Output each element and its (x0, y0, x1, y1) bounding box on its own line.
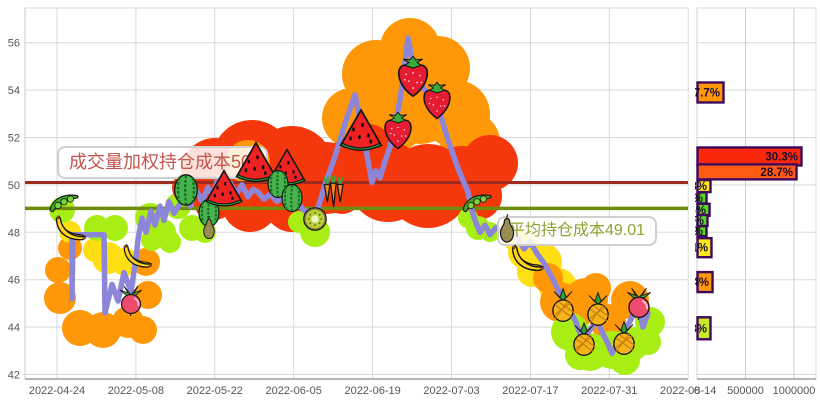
volume-profile-bar (696, 237, 713, 259)
volume-profile-bar-label: 30.3% (765, 151, 798, 163)
volume-bubble (85, 312, 121, 348)
volume-bubble (129, 316, 157, 344)
volume-profile-bar-label: 7.7% (694, 87, 720, 99)
volume-profile-bar-label: 4.1% (682, 243, 708, 255)
y-axis-tick-label: 44 (8, 322, 20, 334)
volume-profile-bar (696, 224, 708, 238)
volume-profile-bar (696, 163, 798, 181)
x-axis-date-label: 2022-07-03 (423, 385, 479, 397)
volume-profile-bar-label: 2.6% (677, 226, 703, 238)
volume-bubble (45, 257, 71, 283)
y-axis-tick-label: 52 (8, 133, 20, 145)
volume-bubble (565, 340, 595, 370)
y-axis-tick-label: 46 (8, 275, 20, 287)
volume-profile-bar-label: 3.8% (681, 181, 707, 193)
volume-bubble (102, 215, 128, 241)
volume-profile-bar (696, 270, 714, 294)
volume-profile-bar-label: 4.4% (683, 277, 709, 289)
volume-bubble (581, 273, 611, 303)
volume-bubble (635, 329, 661, 355)
y-axis-tick-label: 48 (8, 227, 20, 239)
x-axis-date-label: 2022-07-17 (502, 385, 558, 397)
volume-profile-bar-label: 28.7% (760, 167, 793, 179)
volume-profile-bar-label: 2.6% (677, 193, 703, 205)
volume-axis-tick-label: 1000000 (773, 385, 816, 397)
volume-profile-bar-label: 3.8% (681, 323, 707, 335)
y-axis-tick-label: 50 (8, 180, 20, 192)
volume-profile-bars: 7.7%30.3%28.7%3.8%2.6%3.5%2.9%2.6%4.1%4.… (677, 81, 803, 341)
x-axis-date-label: 2022-07-31 (581, 385, 637, 397)
vwap-cost-annotation: 成交量加权持仓成本50. (57, 146, 269, 179)
volume-profile-bar-label: 2.9% (678, 215, 704, 227)
volume-bubbles (44, 18, 665, 375)
volume-profile-bar (696, 81, 725, 104)
x-axis-date-label: 2022-06-05 (266, 385, 322, 397)
x-axis-date-label: 2022-05-08 (108, 385, 164, 397)
axis-labels: 56 54 52 50 48 46 44 42 2022-04-24 2022-05-08 2022… (8, 38, 816, 397)
y-axis-tick-label: 54 (8, 85, 20, 97)
volume-axis-tick-label: 500000 (727, 385, 764, 397)
volume-bubble (159, 231, 181, 253)
volume-profile-bar (696, 316, 712, 341)
x-axis-date-label: 2022-05-22 (187, 385, 243, 397)
volume-profile-bar-label: 3.5% (680, 205, 706, 217)
avg-cost-annotation: 平均持仓成本49.01 (497, 216, 658, 246)
x-axis-date-label: 2022-04-24 (29, 385, 85, 397)
volume-bubble (194, 221, 216, 243)
y-axis-tick-label: 56 (8, 38, 20, 50)
volume-bubble (83, 238, 107, 262)
volume-axis-tick-label: 0 (694, 385, 700, 397)
x-axis-date-label: 2022-08-14 (660, 385, 716, 397)
volume-bubble (44, 282, 76, 314)
cost-lines (25, 181, 688, 211)
volume-bubble (134, 281, 162, 309)
x-axis-date-label: 2022-06-19 (344, 385, 400, 397)
y-axis-tick-label: 42 (8, 370, 20, 382)
